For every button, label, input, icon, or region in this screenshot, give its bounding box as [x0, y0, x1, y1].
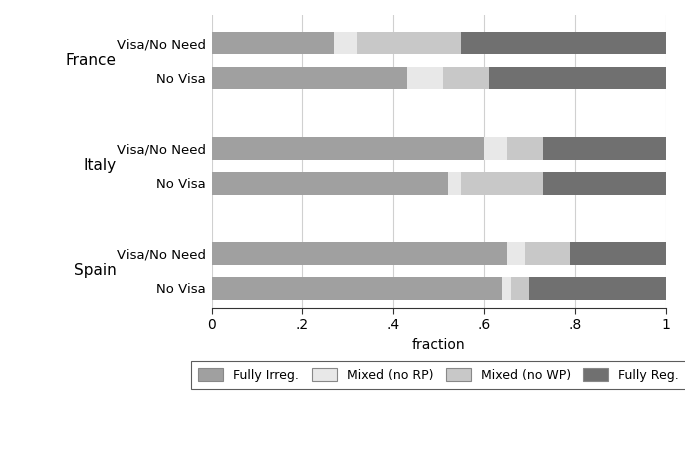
Bar	[461, 172, 543, 195]
Legend: Fully Irreg., Mixed (no RP), Mixed (no WP), Fully Reg.: Fully Irreg., Mixed (no RP), Mixed (no W…	[191, 360, 685, 389]
Text: Spain: Spain	[74, 263, 116, 279]
Bar	[212, 242, 507, 265]
Bar	[407, 67, 443, 89]
Text: France: France	[66, 53, 116, 68]
Bar	[212, 137, 484, 159]
Bar	[484, 137, 507, 159]
Bar	[570, 242, 666, 265]
Bar	[543, 137, 666, 159]
Bar	[507, 137, 543, 159]
Bar	[461, 32, 666, 54]
Bar	[525, 242, 570, 265]
X-axis label: fraction: fraction	[412, 338, 466, 351]
Bar	[212, 32, 334, 54]
Bar	[212, 67, 407, 89]
Bar	[448, 172, 461, 195]
Bar	[511, 277, 530, 300]
Bar	[543, 172, 666, 195]
Bar	[443, 67, 488, 89]
Bar	[502, 277, 511, 300]
Bar	[334, 32, 357, 54]
Bar	[357, 32, 461, 54]
Bar	[212, 277, 502, 300]
Bar	[507, 242, 525, 265]
Bar	[212, 172, 448, 195]
Text: Italy: Italy	[84, 158, 116, 173]
Bar	[488, 67, 666, 89]
Bar	[530, 277, 666, 300]
